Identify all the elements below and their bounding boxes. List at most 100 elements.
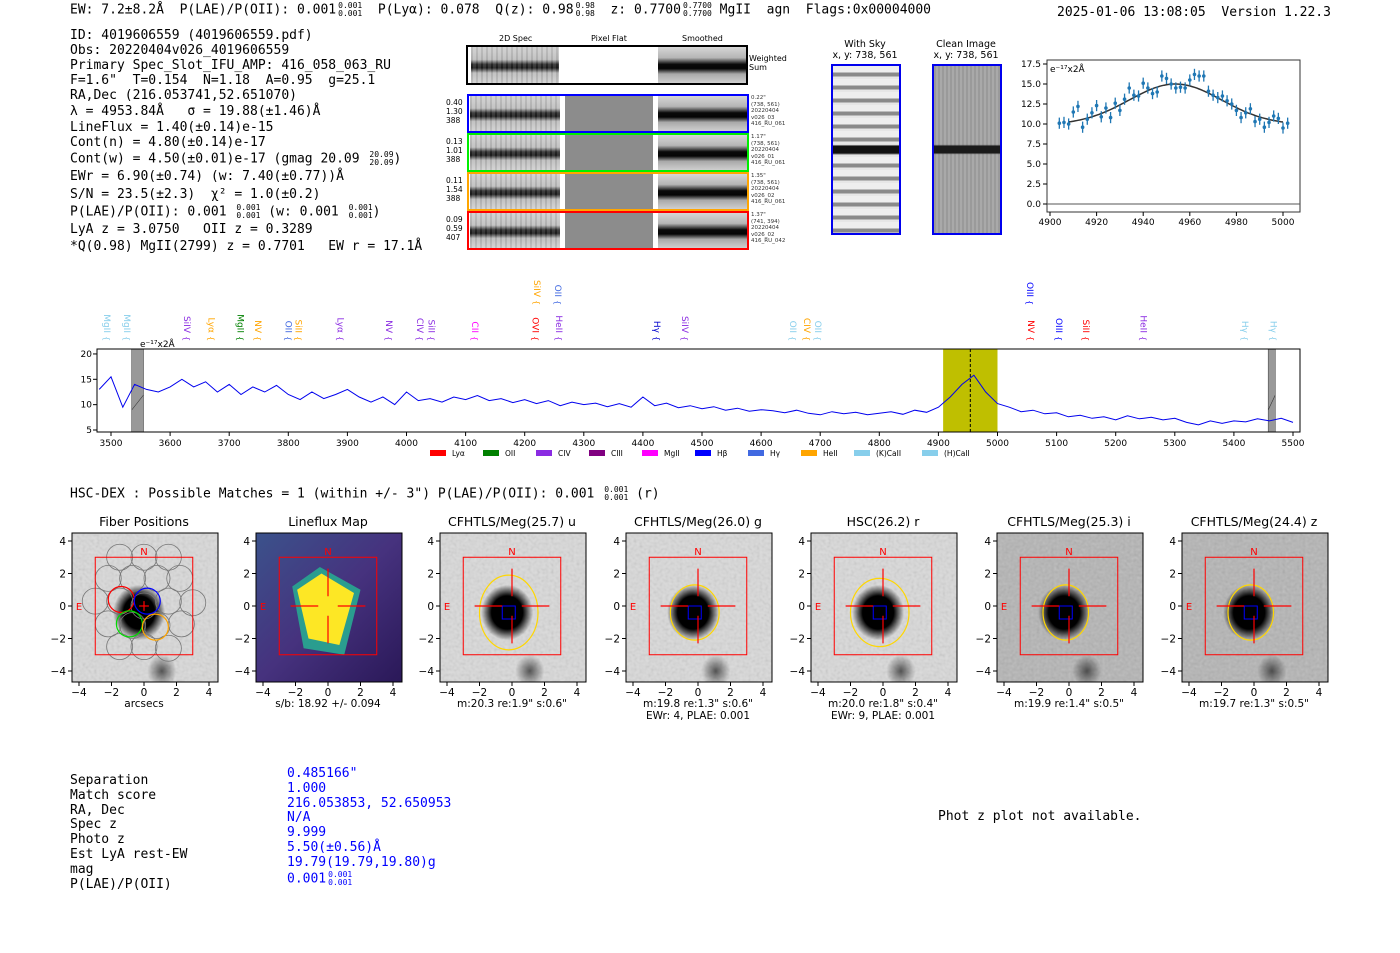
emission-line-label: CIV <box>414 318 424 334</box>
data-point <box>1099 115 1104 119</box>
fiber-row-stats: 0.40 1.30 388 <box>446 98 463 125</box>
y-tick-label: −4 <box>51 666 67 678</box>
data-point <box>1215 95 1220 100</box>
fiber-2d-spec <box>470 174 560 209</box>
compass-east: E <box>260 602 266 613</box>
emission-line-label: SiII <box>1080 319 1090 333</box>
emission-line-label: OIII <box>1053 318 1063 333</box>
data-point <box>1188 78 1192 82</box>
value-plae-text: 0.001 <box>287 871 327 887</box>
plae-value: P(LAE)/P(OII): 0.001 <box>179 2 337 18</box>
data-point <box>1271 114 1276 118</box>
label-match-score: Match score <box>70 787 157 803</box>
data-point <box>1146 86 1150 90</box>
x-tick-label: 4200 <box>513 439 536 449</box>
info-cont-n: Cont(n) = 4.80(±0.14)e-17 <box>70 135 266 150</box>
full-spectrum-plot: 3500 3600 3700 3800 3900 4000 4100 4200 4300 4400… <box>81 280 1305 458</box>
panel-footer: m:19.7 re:1.3" s:0.5" <box>1199 698 1309 710</box>
hsc-plae-range: 0.001 0.001 <box>604 486 628 502</box>
emission-line-label: OIII <box>1024 282 1034 297</box>
emission-line-label: Lyα <box>334 318 344 334</box>
emission-line-label: OII <box>552 285 562 297</box>
x-tick-label: 4 <box>1316 687 1323 699</box>
emission-line-marker: OII { <box>787 321 797 342</box>
plae-hi: 0.001 <box>338 1 363 10</box>
x-tick-label: 5000 <box>1272 218 1295 228</box>
y-tick-label: 2.5 <box>1027 180 1041 190</box>
data-point <box>1104 106 1108 110</box>
gmag-hi: 20.09 <box>369 150 394 159</box>
clean-image <box>932 64 1002 235</box>
aperture-ellipse <box>1227 584 1275 641</box>
x-tick-label: 3600 <box>159 439 182 449</box>
info-sn: S/N = 23.5(±2.3) χ² = 1.0(±0.2) <box>70 187 321 202</box>
panel-frame <box>810 532 958 683</box>
emission-line-label: CII <box>469 321 479 333</box>
data-point <box>1267 120 1271 125</box>
plae-lo: 0.001 <box>236 211 261 220</box>
emission-line-label: SiII <box>292 319 302 333</box>
timestamp: 2025-01-06 13:08:05 <box>1057 5 1206 20</box>
x-tick-label: −4 <box>625 687 641 699</box>
legend-swatch <box>536 450 552 456</box>
data-point <box>1276 116 1281 121</box>
emission-line-label: OII <box>282 321 292 333</box>
x-tick-label: 3900 <box>336 439 359 449</box>
legend-swatch <box>854 450 870 456</box>
data-point <box>1118 108 1122 113</box>
fiber-row-info: 1.17" (738, 561) 20220404 v026_01 416_RU… <box>751 134 786 167</box>
emission-line-marker: NV { <box>1025 320 1035 341</box>
emission-line-bracket: { <box>1026 336 1035 341</box>
legend-swatch <box>801 450 817 456</box>
y-tick-label: 4 <box>59 536 66 548</box>
with-sky-image <box>831 64 901 235</box>
x-tick-label: 4300 <box>572 439 595 449</box>
emission-line-label: MgII <box>234 314 244 333</box>
legend-swatch <box>430 450 446 456</box>
x-tick-label: 4 <box>945 687 952 699</box>
data-point <box>1201 74 1206 78</box>
fiber-circle <box>106 587 134 615</box>
hsc-plae-lo: 0.001 <box>604 493 629 502</box>
fiber-row-stats: 0.13 1.01 388 <box>446 137 463 164</box>
lineflux-peak <box>297 573 354 645</box>
gmag-range: 20.09 20.09 <box>369 151 393 167</box>
y-tick-label: 2 <box>427 569 434 581</box>
x-tick-label: −2 <box>1029 687 1044 699</box>
legend-label: Hβ <box>717 449 728 458</box>
aperture-ellipse <box>669 584 720 641</box>
x-tick-label: 5000 <box>986 439 1009 449</box>
x-tick-label: −2 <box>843 687 858 699</box>
data-point <box>1094 103 1099 108</box>
spectrum-bg <box>97 349 1300 432</box>
thumbnail-panel: CFHTLS/Meg(26.0) g N E −4 −4 −2 −2 0 0 2 2 4 4 m:19.8… <box>605 514 773 722</box>
aperture-ellipse <box>478 574 539 651</box>
z-lo: 0.7700 <box>682 9 712 18</box>
fiber-pixel-flat <box>565 135 653 170</box>
x-tick-label: −4 <box>439 687 455 699</box>
emission-line-bracket: { <box>335 336 344 341</box>
emission-line-label: HeII <box>553 315 563 333</box>
unit-label: e⁻¹⁷x2Å <box>140 338 176 350</box>
x-tick-label: −2 <box>288 687 303 699</box>
data-point <box>1062 120 1066 125</box>
emission-line-marker: OII { <box>552 285 562 306</box>
plae-w-end: ) <box>372 204 381 220</box>
x-tick-label: 4100 <box>454 439 477 449</box>
x-tick-label: 2 <box>541 687 548 699</box>
y-tick-label: 2 <box>59 569 66 581</box>
y-tick-label: 4 <box>798 536 805 548</box>
aperture-ellipse <box>1042 584 1090 641</box>
panel-title: CFHTLS/Meg(25.7) u <box>448 514 576 529</box>
emission-line-label: OII <box>787 321 797 333</box>
emission-line-marker: Hγ { <box>651 321 661 341</box>
data-point <box>1090 111 1094 115</box>
y-tick-label: −4 <box>976 666 992 678</box>
emission-line-bracket: { <box>293 336 302 341</box>
y-tick-label: 2 <box>798 569 805 581</box>
plae-w-lo: 0.001 <box>348 211 373 220</box>
classification: agn <box>766 2 791 18</box>
x-tick-label: 0 <box>325 687 332 699</box>
emission-line-bracket: { <box>253 336 262 341</box>
x-tick-label: −2 <box>104 687 119 699</box>
